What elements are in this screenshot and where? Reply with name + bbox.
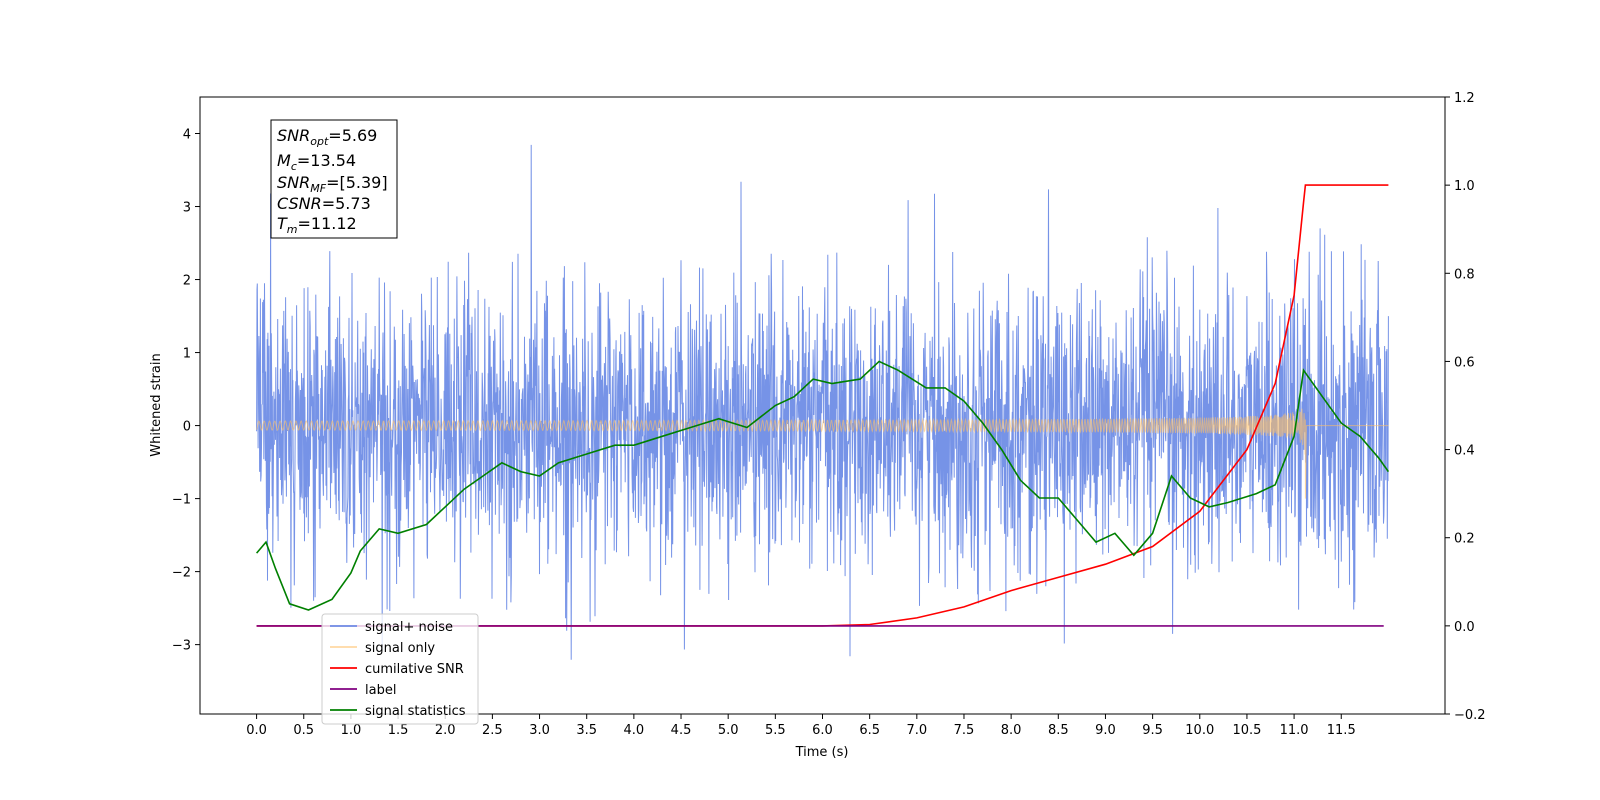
legend: signal+ noise signal only cumilative SNR la… xyxy=(321,613,479,725)
series-signal-only-line xyxy=(256,408,1389,499)
annotation-symbol: SNR xyxy=(277,126,310,145)
y-tick-label: 0 xyxy=(183,420,191,435)
x-tick-label: 2.5 xyxy=(482,723,503,738)
x-tick-label: 11.5 xyxy=(1327,723,1356,738)
y2-tick-label: 0.2 xyxy=(1454,532,1475,547)
annotation-line: Mc=13.54 xyxy=(277,151,356,173)
x-tick-label: 6.0 xyxy=(812,723,833,738)
x-tick-label: 7.0 xyxy=(906,723,927,738)
x-tick-label: 4.5 xyxy=(671,723,692,738)
annotation-value: =5.73 xyxy=(322,194,371,213)
y-axis-left: 4 3 2 1 0 −1 −2 −3 xyxy=(172,128,200,654)
annotation-symbol: T xyxy=(277,214,288,233)
plot-area xyxy=(255,144,1390,660)
annotation-symbol: M xyxy=(277,151,291,170)
annotation-box: SNRopt=5.69Mc=13.54SNRMF=[5.39]CSNR=5.73… xyxy=(270,119,398,239)
y2-tick-label: 1.0 xyxy=(1454,179,1475,194)
legend-entry: cumilative SNR xyxy=(365,662,464,677)
legend-entry: label xyxy=(365,683,396,698)
annotation-symbol: CSNR xyxy=(277,194,322,213)
y-tick-label: 1 xyxy=(183,347,191,362)
legend-entry: signal+ noise xyxy=(365,620,453,635)
x-tick-label: 8.0 xyxy=(1001,723,1022,738)
y2-tick-label: 0.4 xyxy=(1454,444,1475,459)
legend-entry: signal only xyxy=(365,641,435,656)
annotation-value: =13.54 xyxy=(297,151,356,170)
annotation-frame xyxy=(270,119,398,239)
x-tick-label: 10.0 xyxy=(1185,723,1214,738)
x-tick-label: 3.0 xyxy=(529,723,550,738)
x-tick-label: 5.5 xyxy=(765,723,786,738)
annotation-line: SNRopt=5.69 xyxy=(277,126,377,148)
annotation-line: SNRMF=[5.39] xyxy=(277,173,388,195)
y2-tick-label: −0.2 xyxy=(1454,708,1486,723)
y-axis-right: 1.2 1.0 0.8 0.6 0.4 0.2 0.0 −0.2 xyxy=(1445,91,1486,723)
annotation-subscript: opt xyxy=(310,135,329,148)
y-tick-label: −3 xyxy=(172,639,191,654)
y-tick-label: 3 xyxy=(183,201,191,216)
x-axis-label: Time (s) xyxy=(795,745,849,760)
x-tick-label: 2.0 xyxy=(435,723,456,738)
annotation-line: Tm=11.12 xyxy=(277,214,357,236)
series-signal-statistics-line xyxy=(255,360,1390,611)
y2-tick-label: 1.2 xyxy=(1454,91,1475,106)
annotation-value: =11.12 xyxy=(298,214,357,233)
annotation-line: CSNR=5.73 xyxy=(277,194,371,213)
y-tick-label: 2 xyxy=(183,274,191,289)
y2-tick-label: 0.8 xyxy=(1454,267,1475,282)
y2-tick-label: 0.6 xyxy=(1454,355,1475,370)
x-tick-label: 7.5 xyxy=(954,723,975,738)
annotation-value: =[5.39] xyxy=(326,173,388,192)
y-tick-label: −2 xyxy=(172,566,191,581)
annotation-subscript: c xyxy=(291,160,297,173)
x-tick-label: 4.0 xyxy=(624,723,645,738)
y-tick-label: 4 xyxy=(183,128,191,143)
x-tick-label: 9.5 xyxy=(1142,723,1163,738)
x-tick-label: 11.0 xyxy=(1280,723,1309,738)
x-tick-label: 0.0 xyxy=(246,723,267,738)
y-axis-label: Whitened strain xyxy=(149,353,164,456)
annotation-subscript: m xyxy=(287,223,298,236)
x-tick-label: 1.0 xyxy=(341,723,362,738)
x-tick-label: 10.5 xyxy=(1232,723,1261,738)
y2-tick-label: 0.0 xyxy=(1454,620,1475,635)
annotation-subscript: MF xyxy=(310,182,326,195)
annotation-symbol: SNR xyxy=(277,173,310,192)
annotation-value: =5.69 xyxy=(328,126,377,145)
x-axis: 0.0 0.5 1.0 1.5 2.0 2.5 3.0 3.5 4.0 4.5 5.0 5.5 6.0 6… xyxy=(246,714,1356,738)
x-tick-label: 6.5 xyxy=(859,723,880,738)
x-tick-label: 0.5 xyxy=(293,723,314,738)
series-cumulative-snr-line xyxy=(256,184,1389,627)
y-tick-label: −1 xyxy=(172,493,191,508)
series-signal-noise-line xyxy=(256,144,1389,660)
legend-entry: signal statistics xyxy=(365,704,466,719)
x-tick-label: 3.5 xyxy=(576,723,597,738)
x-tick-label: 1.5 xyxy=(388,723,409,738)
legend-frame xyxy=(321,613,479,725)
x-tick-label: 9.0 xyxy=(1095,723,1116,738)
x-tick-label: 8.5 xyxy=(1048,723,1069,738)
x-tick-label: 5.0 xyxy=(718,723,739,738)
